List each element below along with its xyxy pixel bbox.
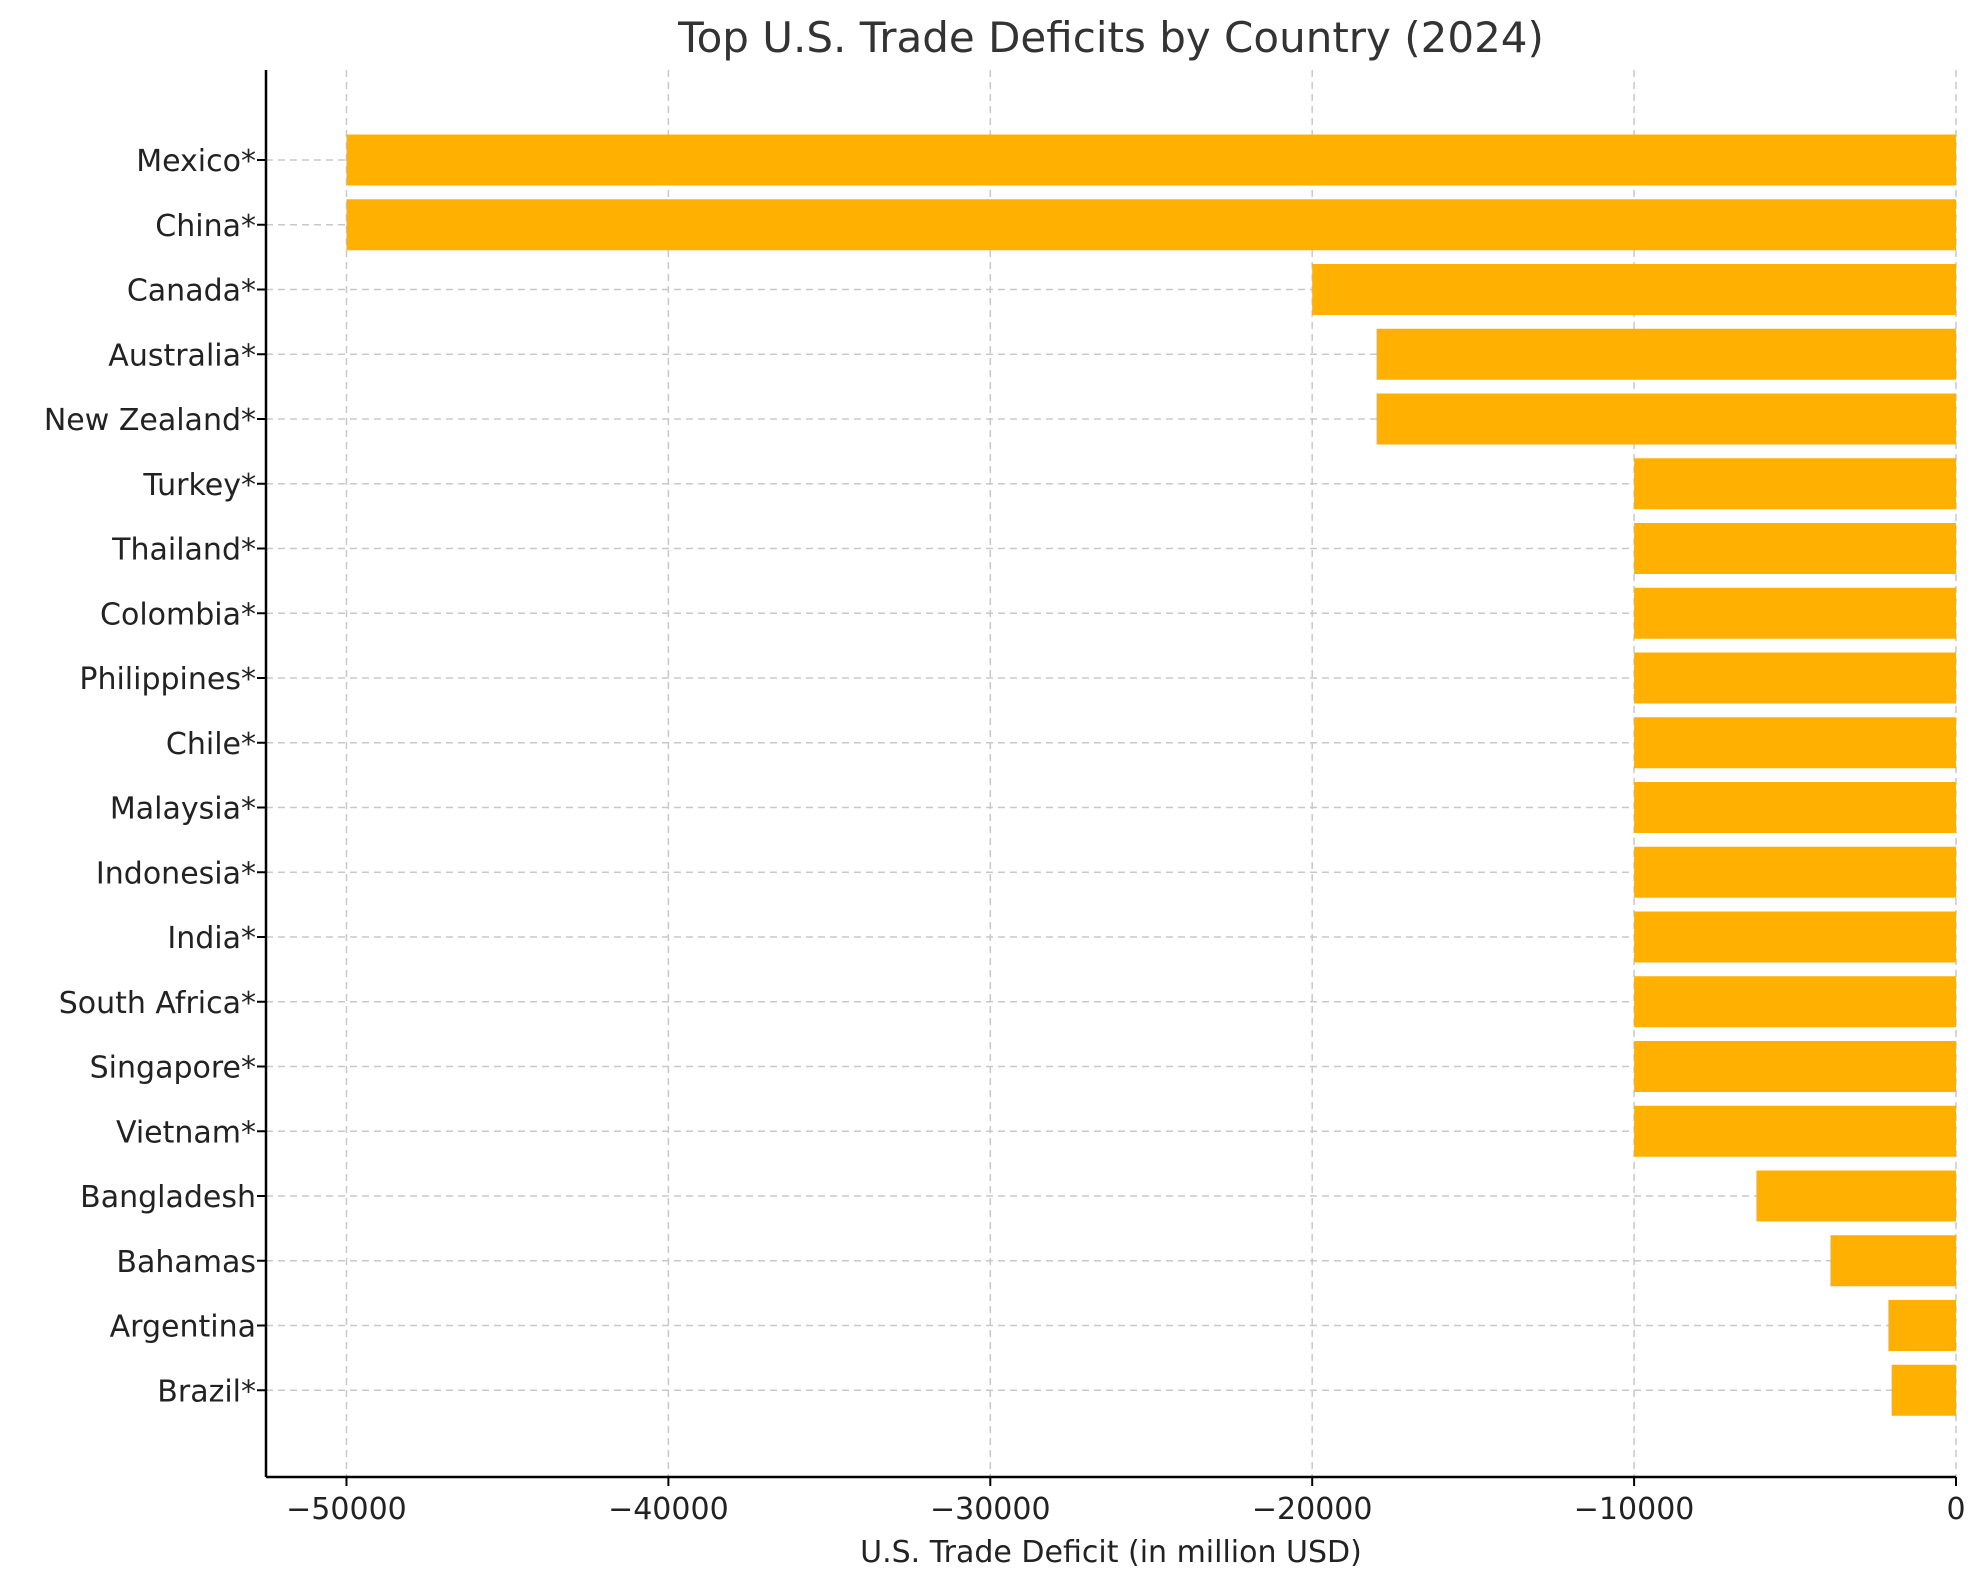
bar-mexico [346, 134, 1956, 186]
bar-indonesia [1634, 846, 1956, 898]
y-tick-label: China* [155, 209, 256, 244]
y-tick-label: Argentina [110, 1310, 256, 1345]
y-tick-label: New Zealand* [44, 403, 256, 438]
bar-philippines [1634, 652, 1956, 704]
bar-thailand [1634, 523, 1956, 574]
bar-bahamas [1830, 1235, 1956, 1287]
bar-vietnam [1634, 1105, 1956, 1157]
y-tick-label: Colombia* [100, 597, 256, 632]
bars [346, 134, 1956, 1416]
x-tick-label: 0 [1946, 1492, 1965, 1527]
x-tick-label: −10000 [1574, 1492, 1695, 1527]
bar-colombia [1634, 587, 1956, 639]
chart-title: Top U.S. Trade Deficits by Country (2024… [677, 13, 1544, 62]
bar-chile [1634, 717, 1956, 769]
y-tick-label: Brazil* [157, 1374, 256, 1409]
x-tick-label: −20000 [1252, 1492, 1373, 1527]
bar-australia [1376, 328, 1956, 380]
y-tick-label: Vietnam* [116, 1115, 256, 1150]
y-tick-label: Philippines* [79, 662, 256, 697]
bar-singapore [1634, 1041, 1956, 1092]
bar-new-zealand [1376, 393, 1956, 445]
axes [264, 70, 1956, 1479]
bar-china [346, 199, 1956, 251]
bar-argentina [1888, 1300, 1956, 1351]
x-tick-label: −40000 [608, 1492, 729, 1527]
y-tick-label: Indonesia* [96, 856, 256, 891]
y-tick-label: Malaysia* [110, 792, 256, 827]
bar-bangladesh [1756, 1170, 1956, 1222]
bar-brazil [1891, 1364, 1956, 1416]
y-tick-label: India* [167, 921, 256, 956]
bar-malaysia [1634, 782, 1956, 833]
y-tick-label: Turkey* [142, 468, 256, 503]
y-tick-label: Mexico* [136, 144, 256, 179]
bar-turkey [1634, 458, 1956, 510]
y-tick-label: Singapore* [90, 1051, 256, 1086]
y-tick-label: South Africa* [59, 986, 256, 1021]
bar-india [1634, 911, 1956, 963]
y-tick-label: Chile* [166, 727, 256, 762]
x-axis-label: U.S. Trade Deficit (in million USD) [860, 1535, 1362, 1570]
bar-canada [1312, 264, 1956, 315]
y-tick-label: Bangladesh [80, 1180, 256, 1215]
ticks: −50000 −40000 −30000 −20000 −10000 0 Mexico* Ch… [44, 144, 1966, 1527]
x-tick-label: −50000 [286, 1492, 407, 1527]
y-tick-label: Australia* [108, 338, 256, 373]
x-tick-label: −30000 [930, 1492, 1051, 1527]
y-tick-label: Bahamas [116, 1245, 256, 1280]
y-tick-label: Canada* [127, 274, 256, 309]
y-tick-label: Thailand* [111, 533, 256, 568]
bar-south-africa [1634, 976, 1956, 1028]
